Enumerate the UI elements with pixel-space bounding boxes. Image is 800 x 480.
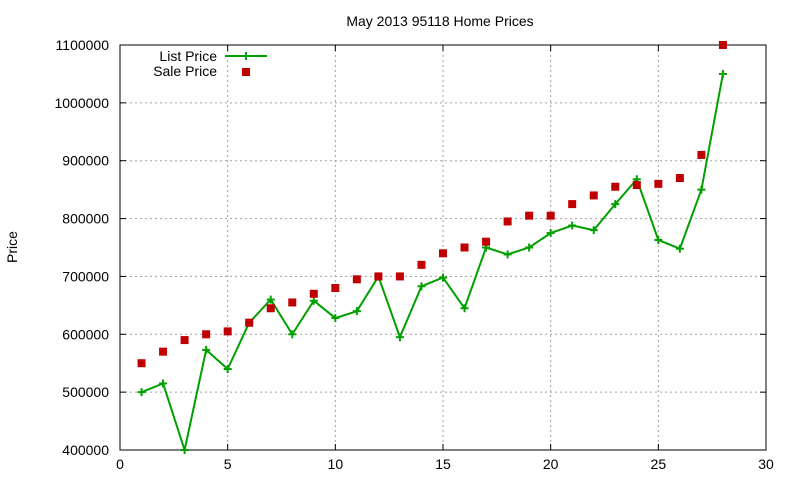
x-axis: 0 5 10 15 20 25 30	[116, 45, 774, 472]
x-tick-label: 25	[651, 456, 667, 472]
y-tick-label: 1100000	[56, 37, 110, 53]
y-tick-label: 500000	[62, 384, 109, 400]
list-price-point	[352, 307, 361, 316]
sale-price-point	[137, 359, 146, 368]
grid-lines	[120, 45, 766, 450]
sale-price-point	[395, 272, 404, 281]
list-price-point	[309, 296, 318, 305]
list-price-point	[417, 282, 426, 291]
sale-price-point	[439, 249, 447, 258]
sale-price-point	[374, 272, 383, 281]
sale-price-point	[546, 211, 555, 220]
sale-price-point	[223, 327, 232, 336]
series-layer	[137, 41, 727, 454]
sale-price-point	[697, 150, 706, 159]
list-price-point	[266, 295, 275, 304]
x-tick-label: 20	[543, 456, 559, 472]
list-price-point	[159, 379, 168, 388]
y-tick-label: 600000	[62, 326, 109, 342]
list-price-point	[589, 226, 598, 235]
sale-price-point	[718, 41, 727, 49]
y-tick-label: 800000	[62, 211, 109, 227]
x-tick-label: 15	[435, 456, 451, 472]
sale-price-point	[180, 336, 189, 345]
series-list-price	[137, 69, 727, 454]
sale-price-point	[309, 289, 318, 298]
list-price-point	[202, 345, 211, 354]
sale-price-point	[460, 243, 469, 252]
x-tick-label: 10	[328, 456, 344, 472]
legend-swatch-list-price	[225, 52, 267, 60]
list-price-point	[718, 69, 727, 78]
sale-price-point	[568, 200, 577, 209]
list-price-point	[611, 200, 620, 209]
list-price-point	[223, 365, 232, 373]
legend: List Price Sale Price	[153, 48, 267, 79]
sale-price-point	[417, 260, 426, 269]
chart-title: May 2013 95118 Home Prices	[346, 13, 533, 29]
sale-price-point	[611, 182, 620, 191]
y-tick-label: 1000000	[54, 95, 109, 111]
x-tick-label: 5	[224, 456, 232, 472]
sale-price-point	[352, 275, 361, 284]
list-price-point	[568, 221, 577, 230]
legend-marker-sale-price	[242, 68, 250, 76]
list-price-point	[331, 314, 340, 323]
y-tick-label: 700000	[62, 268, 109, 284]
legend-swatch-sale-price	[242, 68, 250, 76]
list-price-point	[395, 333, 404, 342]
y-axis-label: Price	[4, 231, 20, 263]
list-price-point	[654, 235, 663, 244]
list-price-point	[525, 243, 534, 252]
sale-price-point	[632, 181, 641, 190]
list-price-point	[137, 388, 146, 397]
y-tick-label: 900000	[62, 153, 109, 169]
sale-price-point	[159, 347, 168, 356]
x-tick-label: 30	[758, 456, 774, 472]
sale-price-point	[589, 191, 598, 200]
sale-price-point	[482, 237, 491, 246]
y-tick-label: 400000	[62, 442, 109, 458]
legend-label-sale-price: Sale Price	[153, 63, 217, 79]
sale-price-point	[331, 284, 340, 292]
list-price-point	[288, 330, 297, 339]
legend-marker-list-price	[242, 52, 250, 60]
y-axis: 400000 500000 600000 700000 800000 900000 1000…	[54, 37, 766, 458]
series-sale-price	[137, 41, 727, 368]
sale-price-point	[525, 211, 534, 220]
list-price-point	[675, 244, 684, 253]
list-price-point	[180, 446, 189, 454]
list-price-point	[546, 229, 555, 238]
sale-price-point	[266, 304, 275, 313]
list-price-point	[439, 273, 447, 282]
sale-price-point	[245, 318, 254, 327]
sale-price-point	[654, 179, 663, 188]
list-price-point	[697, 185, 706, 194]
sale-price-point	[503, 217, 512, 226]
list-price-point	[460, 304, 469, 313]
sale-price-point	[288, 298, 297, 307]
list-price-point	[503, 250, 512, 259]
x-tick-label: 0	[116, 456, 124, 472]
legend-label-list-price: List Price	[159, 48, 217, 64]
list-price-line	[141, 73, 724, 454]
sale-price-point	[202, 330, 211, 339]
sale-price-point	[675, 174, 684, 183]
